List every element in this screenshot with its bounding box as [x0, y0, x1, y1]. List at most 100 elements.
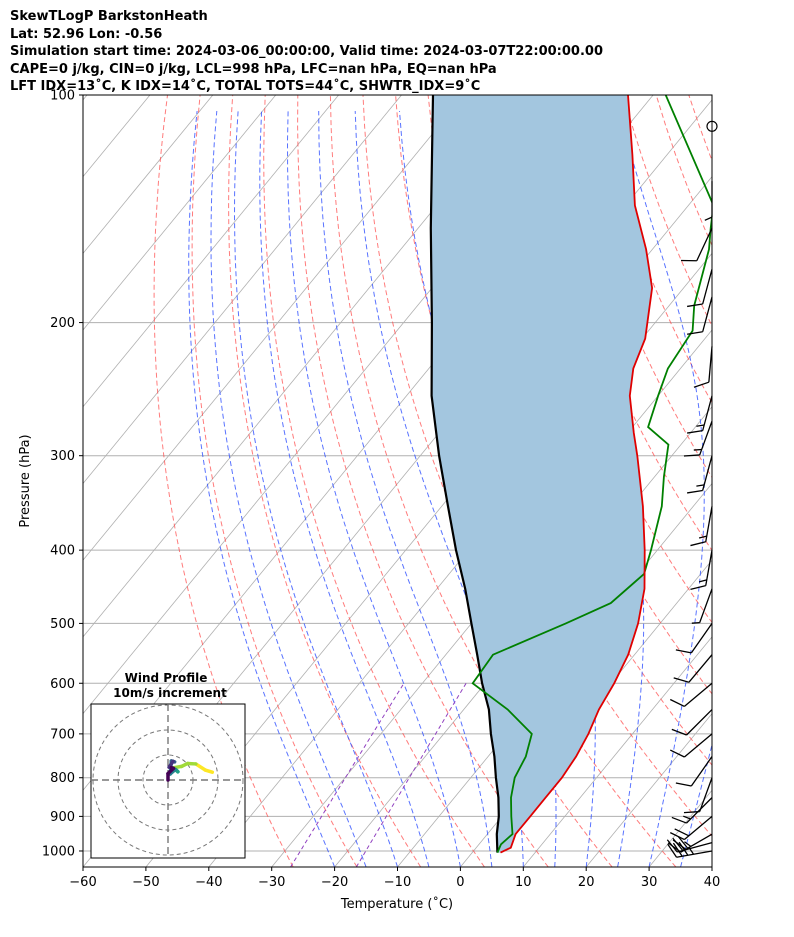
dry-adiabat	[623, 95, 712, 327]
barb-flag	[704, 216, 713, 221]
isotherm-line	[648, 789, 712, 867]
barb-flag	[683, 815, 691, 820]
moist-adiabat	[259, 110, 430, 867]
y-tick-label: 800	[50, 771, 75, 786]
barb-staff	[702, 395, 713, 431]
hodograph-subtitle: 10m/s increment	[113, 686, 227, 700]
barb-flag	[678, 841, 689, 856]
barb-flag	[690, 584, 706, 591]
hodograph-trace	[194, 762, 207, 772]
barb-flag	[687, 303, 703, 308]
moist-adiabat	[618, 110, 705, 867]
dry-adiabat	[228, 95, 422, 867]
barb-staff	[702, 455, 713, 491]
x-tick-label: −10	[384, 875, 411, 890]
barb-flag	[672, 839, 687, 850]
wind-barb	[704, 181, 713, 221]
hodograph-inset: Wind Profile 10m/s increment	[90, 671, 246, 859]
x-tick-label: −60	[69, 875, 96, 890]
barb-flag	[669, 749, 685, 758]
y-tick-label: 700	[50, 727, 75, 742]
wind-barb	[675, 756, 713, 787]
barb-flag	[693, 448, 702, 451]
barb-staff	[705, 550, 713, 586]
dry-adiabat	[191, 95, 358, 867]
isotherm-line	[83, 95, 277, 331]
barb-flag	[669, 832, 685, 841]
time-line: Simulation start time: 2024-03-06_00:00:…	[10, 44, 603, 59]
y-tick-label: 500	[50, 617, 75, 632]
hodograph-title: Wind Profile	[125, 671, 208, 685]
moist-adiabat	[318, 110, 493, 867]
wind-barb	[691, 588, 713, 624]
isotherm-line	[83, 95, 339, 408]
chart-header: SkewTLogP BarkstonHeath Lat: 52.96 Lon: …	[10, 8, 603, 96]
barb-staff	[696, 227, 713, 262]
barb-staff	[708, 346, 713, 383]
mixing-ratio-line	[355, 683, 467, 867]
isotherm-line	[334, 406, 712, 867]
wind-barb	[681, 227, 713, 262]
barb-flag	[684, 841, 692, 847]
barb-flag	[690, 541, 706, 547]
barb-flag	[683, 810, 700, 814]
wind-barb	[687, 296, 713, 335]
axis-ticks: −60 −50 −40 −30 −20 −10 0 10 20 30 40 100 200 300 400 5…	[42, 89, 720, 891]
wind-barb	[669, 733, 713, 758]
barb-staff	[686, 709, 713, 736]
y-tick-label: 300	[50, 449, 75, 464]
y-tick-label: 100	[50, 89, 75, 104]
chart-title: SkewTLogP BarkstonHeath	[10, 9, 208, 24]
barb-flag	[667, 843, 678, 858]
wind-barbs	[666, 120, 718, 858]
isotherm-line	[522, 636, 712, 867]
moist-adiabat	[680, 742, 712, 867]
wind-barb	[669, 815, 713, 841]
barb-staff	[690, 756, 713, 787]
wind-barb	[675, 623, 713, 654]
barb-staff	[699, 777, 713, 812]
parcel-profile-line	[429, 95, 500, 853]
barb-staff	[686, 797, 713, 824]
wind-barb	[683, 777, 713, 814]
moist-adiabat	[711, 865, 712, 867]
moist-adiabat	[188, 110, 336, 867]
barb-staff	[680, 833, 713, 853]
location-line: Lat: 52.96 Lon: -0.56	[10, 26, 163, 42]
wind-barb	[671, 709, 713, 736]
moist-adiabat	[210, 110, 367, 867]
x-tick-label: −20	[321, 875, 348, 890]
barb-flag	[696, 424, 705, 427]
isotherm-line	[83, 95, 528, 638]
dry-adiabat	[655, 95, 712, 247]
wind-barb	[687, 455, 713, 494]
barb-flag	[675, 649, 692, 654]
mixing-ratio-line	[290, 683, 405, 867]
y-axis-label: Pressure (hPa)	[18, 434, 33, 527]
barb-staff	[690, 623, 713, 654]
wind-barb	[687, 269, 713, 308]
x-tick-label: −50	[132, 875, 159, 890]
x-tick-label: 10	[515, 875, 532, 890]
barb-staff	[702, 269, 713, 305]
x-tick-label: 30	[641, 875, 658, 890]
wind-barb	[671, 797, 713, 824]
isotherm-line	[83, 95, 402, 485]
y-tick-label: 1000	[42, 844, 75, 859]
barb-flag	[687, 429, 703, 434]
barb-flag	[687, 331, 703, 335]
barb-flag	[673, 677, 690, 683]
x-tick-label: 20	[578, 875, 595, 890]
wind-barb	[667, 833, 713, 853]
barb-flag	[698, 535, 707, 539]
barb-staff	[684, 682, 713, 707]
index-line: LFT IDX=13˚C, K IDX=14˚C, TOTAL TOTS=44˚…	[10, 79, 481, 94]
moist-adiabat	[233, 110, 398, 867]
dry-adiabat	[153, 95, 294, 867]
barb-staff	[688, 654, 713, 683]
y-tick-label: 400	[50, 544, 75, 559]
hodograph-plot	[91, 704, 245, 858]
plot-area	[83, 95, 712, 867]
moist-adiabat	[286, 110, 461, 867]
wind-barb	[706, 120, 718, 132]
